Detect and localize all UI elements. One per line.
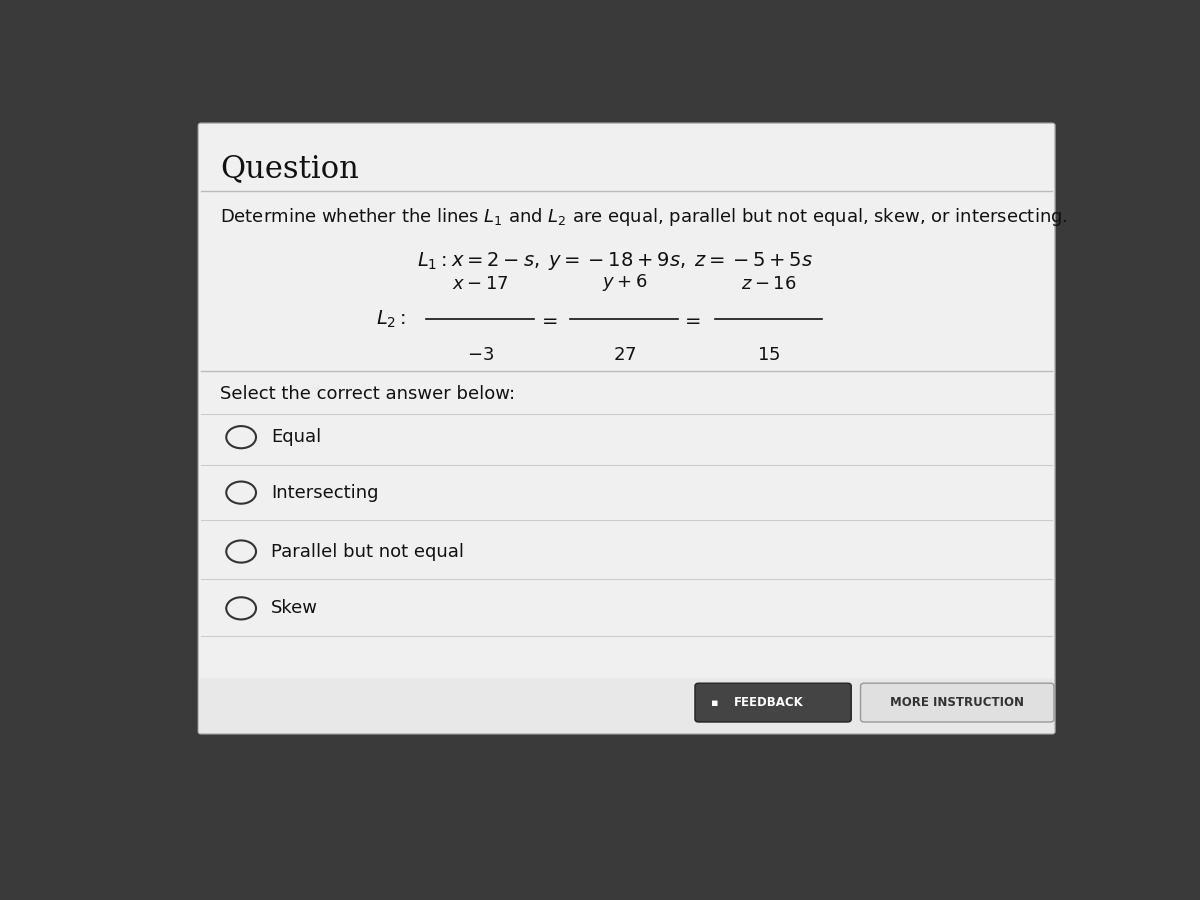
Text: FEEDBACK: FEEDBACK — [734, 696, 804, 709]
FancyBboxPatch shape — [198, 123, 1055, 734]
Text: $-3$: $-3$ — [467, 346, 493, 364]
Text: Question: Question — [220, 153, 359, 184]
Text: MORE INSTRUCTION: MORE INSTRUCTION — [890, 696, 1025, 709]
Text: $z - 16$: $z - 16$ — [740, 275, 796, 293]
FancyBboxPatch shape — [695, 683, 851, 722]
Text: Select the correct answer below:: Select the correct answer below: — [220, 385, 515, 403]
Text: Parallel but not equal: Parallel but not equal — [271, 543, 464, 561]
Text: $L_2 :$: $L_2 :$ — [376, 309, 406, 330]
Text: ▪: ▪ — [710, 698, 719, 707]
Text: Determine whether the lines $L_1$ and $L_2$ are equal, parallel but not equal, s: Determine whether the lines $L_1$ and $L… — [220, 206, 1067, 229]
Text: $15$: $15$ — [757, 346, 780, 364]
Text: $x - 17$: $x - 17$ — [452, 275, 509, 293]
Text: $=$: $=$ — [538, 310, 558, 328]
Text: $27$: $27$ — [612, 346, 636, 364]
Text: $L_1 : x = 2 - s,\; y = -18 + 9s,\; z = -5 + 5s$: $L_1 : x = 2 - s,\; y = -18 + 9s,\; z = … — [416, 250, 814, 272]
Text: Equal: Equal — [271, 428, 322, 446]
Text: $y + 6$: $y + 6$ — [601, 272, 647, 293]
FancyBboxPatch shape — [199, 679, 1054, 734]
Text: $=$: $=$ — [682, 310, 701, 328]
Text: Skew: Skew — [271, 599, 318, 617]
Text: Intersecting: Intersecting — [271, 483, 378, 501]
FancyBboxPatch shape — [860, 683, 1054, 722]
